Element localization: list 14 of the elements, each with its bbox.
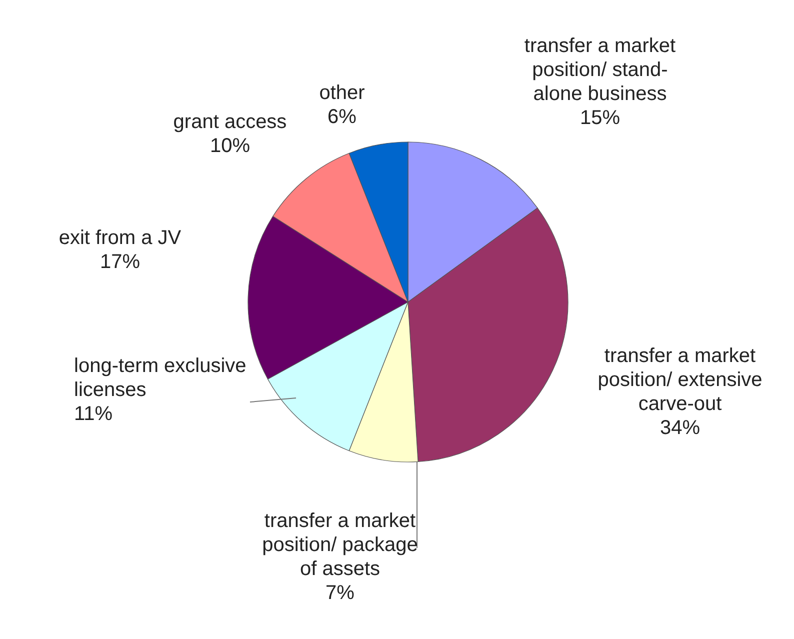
data-label: 10% <box>210 135 250 157</box>
data-label: 11% <box>74 403 113 425</box>
slice-label: exit from a JV <box>58 227 182 249</box>
slice-label: transfer a market position/ extensive carve-out <box>598 345 762 415</box>
slice-label: transfer a market position/ package of assets <box>262 510 418 580</box>
data-label: 6% <box>328 106 357 128</box>
data-label: 17% <box>100 251 140 273</box>
data-label: 15% <box>580 107 620 129</box>
slice-label: long-term exclusive licenses <box>74 355 246 401</box>
data-label: 34% <box>660 417 700 439</box>
slice-label: other <box>319 82 366 104</box>
slice-label: grant access <box>173 111 287 133</box>
slice-label: transfer a market position/ stand-alone business <box>524 35 676 105</box>
data-label: 7% <box>326 582 355 604</box>
